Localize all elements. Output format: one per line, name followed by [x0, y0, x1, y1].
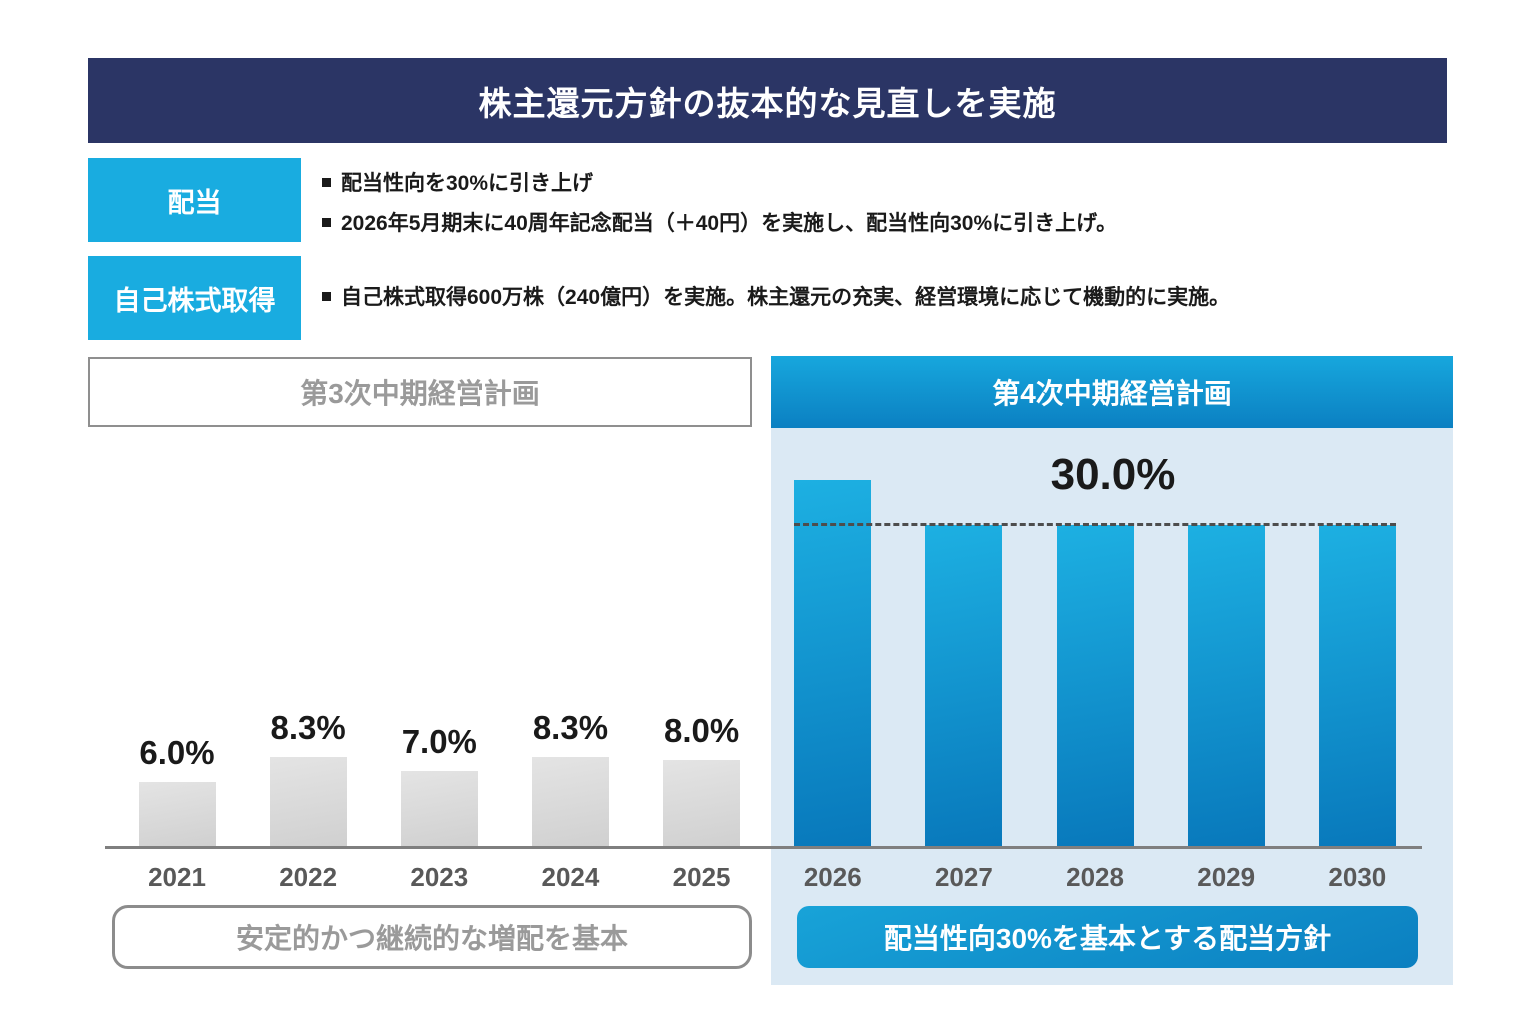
plan4-header-label: 第4次中期経営計画	[992, 378, 1232, 409]
title-bar: 株主還元方針の抜本的な見直しを実施	[88, 58, 1447, 143]
dividend-tag: 配当	[88, 158, 301, 242]
plan3-footer-label: 安定的かつ継続的な増配を基本	[235, 923, 628, 954]
bar-value-label-2021: 6.0%	[139, 734, 215, 771]
bar-value-label-2023: 7.0%	[401, 723, 477, 760]
bullet-item: 2026年5月期末に40周年記念配当（＋40円）を実施し、配当性向30%に引き上…	[322, 202, 1117, 242]
x-tick-2024: 2024	[541, 862, 600, 892]
bullet-square-icon	[322, 177, 331, 187]
bullet-text: 自己株式取得600万株（240億円）を実施。株主還元の充実、経営環境に応じて機動…	[341, 286, 1231, 309]
bar-2021	[138, 782, 216, 846]
target-ratio-annotation: 30.0%	[1050, 450, 1176, 499]
x-tick-2025: 2025	[672, 862, 731, 892]
bullet-text: 配当性向を30%に引き上げ	[341, 172, 594, 195]
page-title: 株主還元方針の抜本的な見直しを実施	[478, 84, 1057, 122]
buyback-tag-label: 自己株式取得	[113, 285, 276, 316]
x-tick-2021: 2021	[148, 862, 206, 892]
plan3-footer: 安定的かつ継続的な増配を基本	[112, 905, 752, 969]
bullet-square-icon	[322, 217, 331, 227]
bullet-item: 自己株式取得600万株（240億円）を実施。株主還元の充実、経営環境に応じて機動…	[322, 276, 1230, 316]
bar-2025	[663, 760, 741, 846]
dividend-tag-label: 配当	[167, 187, 222, 218]
x-tick-2023: 2023	[410, 862, 469, 892]
dividend-bullets: 配当性向を30%に引き上げ 2026年5月期末に40周年記念配当（＋40円）を実…	[322, 162, 1117, 242]
bar-2024	[531, 757, 609, 846]
x-axis-line	[105, 846, 1422, 849]
bar-value-label-2024: 8.3%	[532, 709, 609, 746]
plan4-footer-label: 配当性向30%を基本とする配当方針	[883, 923, 1332, 954]
buyback-bullets: 自己株式取得600万株（240億円）を実施。株主還元の充実、経営環境に応じて機動…	[322, 276, 1230, 316]
plan4-header: 第4次中期経営計画	[771, 356, 1453, 428]
plan4-panel	[771, 428, 1453, 985]
x-tick-2022: 2022	[279, 862, 338, 892]
target-30pct-dashed-line	[794, 523, 1396, 526]
plan3-header-label: 第3次中期経営計画	[300, 378, 540, 409]
bar-2023	[400, 771, 478, 846]
bar-value-label-2025: 8.0%	[663, 712, 740, 749]
bullet-square-icon	[322, 291, 331, 301]
plan3-header: 第3次中期経営計画	[88, 357, 752, 427]
bar-value-label-2022: 8.3%	[270, 709, 346, 746]
buyback-tag: 自己株式取得	[88, 256, 301, 340]
bar-2022	[269, 757, 347, 846]
plan4-footer: 配当性向30%を基本とする配当方針	[797, 906, 1418, 968]
bullet-text: 2026年5月期末に40周年記念配当（＋40円）を実施し、配当性向30%に引き上…	[341, 212, 1118, 235]
bullet-item: 配当性向を30%に引き上げ	[322, 162, 1117, 202]
